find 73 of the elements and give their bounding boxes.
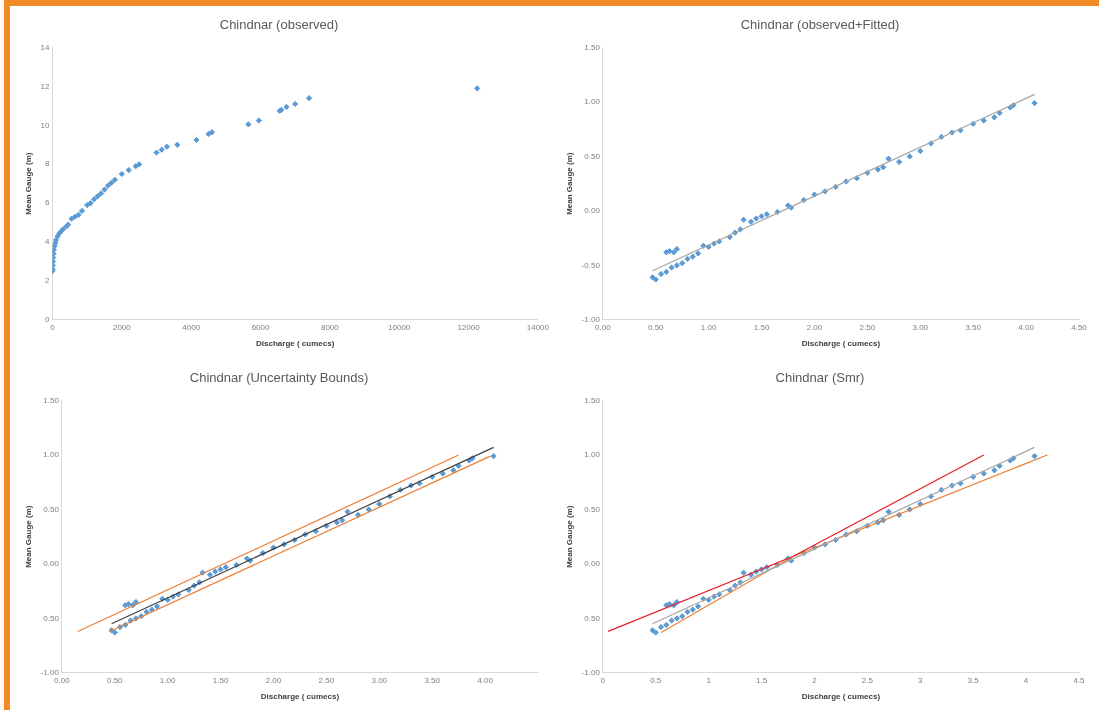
x-tick-label: 1.00: [700, 322, 717, 332]
y-tick-label: 1.50: [43, 395, 60, 405]
x-tick-label: 8000: [320, 322, 340, 332]
x-tick-label: 4.5: [1073, 675, 1086, 685]
chart-title: Chindnar (Uncertainty Bounds): [189, 370, 369, 386]
y-tick-label: 0.50: [43, 504, 60, 514]
y-tick-label: 0.50: [584, 613, 601, 623]
x-tick-label: 6000: [251, 322, 270, 332]
y-tick-label: 1.50: [584, 42, 601, 52]
x-tick-label: 4.00: [1018, 322, 1035, 332]
x-tick-label: 1.00: [159, 675, 176, 685]
x-tick-label: 2.00: [265, 675, 282, 685]
y-tick-label: 6: [45, 198, 51, 208]
y-tick-label: 0.00: [584, 559, 601, 569]
x-tick-label: 3: [918, 675, 924, 685]
x-tick-label: 4: [1023, 675, 1029, 685]
x-axis-title: Discharge ( cumecs): [260, 692, 340, 702]
y-axis-title: Mean Gauge (m): [24, 505, 33, 568]
y-tick-label: 10: [40, 120, 51, 130]
chart-title: Chindnar (observed+Fitted): [740, 17, 900, 33]
x-tick-label: 0.00: [595, 322, 612, 332]
y-tick-label: 2: [45, 276, 51, 286]
x-tick-label: 2.50: [859, 322, 876, 332]
x-tick-label: 2.00: [806, 322, 823, 332]
y-tick-label: 12: [40, 81, 51, 91]
x-tick-label: 1.5: [755, 675, 768, 685]
y-tick-label: 1.00: [43, 450, 60, 460]
y-tick-label: 1.50: [584, 395, 601, 405]
x-tick-label: 4.50: [1071, 322, 1088, 332]
x-tick-label: 1.50: [212, 675, 229, 685]
y-tick-label: -1.00: [581, 668, 601, 677]
y-axis-title: Mean Gauge (m): [565, 152, 574, 215]
x-tick-label: 1: [706, 675, 712, 685]
x-tick-label: 4000: [182, 322, 201, 332]
y-tick-label: 1.00: [584, 450, 601, 460]
x-tick-label: 3.00: [371, 675, 388, 685]
x-axis-title: Discharge ( cumecs): [801, 339, 881, 349]
y-tick-label: -1.00: [40, 668, 60, 677]
x-tick-label: 3.50: [424, 675, 441, 685]
x-tick-label: 2: [812, 675, 818, 685]
x-axis-title: Discharge ( cumecs): [801, 692, 881, 702]
y-tick-label: 0: [45, 315, 51, 324]
y-tick-label: 0.00: [584, 206, 601, 216]
y-tick-label: 0.00: [43, 559, 60, 569]
y-tick-label: 0.50: [43, 613, 60, 623]
x-tick-label: 2000: [112, 322, 132, 332]
x-tick-label: 2.50: [318, 675, 335, 685]
x-tick-label: 4.00: [477, 675, 494, 685]
x-axis-title: Discharge ( cumecs): [256, 339, 335, 349]
y-tick-label: 0.50: [584, 504, 601, 514]
x-tick-label: 1.50: [753, 322, 770, 332]
y-tick-label: 14: [40, 42, 51, 52]
chart-title: Chindnar (Smr): [775, 370, 865, 386]
y-tick-label: 4: [45, 237, 51, 247]
y-tick-label: 1.00: [584, 97, 601, 107]
x-tick-label: 14000: [526, 322, 550, 332]
x-tick-label: 3.5: [967, 675, 980, 685]
y-axis-title: Mean Gauge (m): [565, 505, 574, 568]
x-tick-label: 0.50: [647, 322, 665, 332]
y-axis-title: Mean Gauge (m): [24, 152, 33, 215]
x-tick-label: 0.5: [650, 675, 662, 685]
x-tick-label: 0.00: [54, 675, 71, 685]
x-tick-label: 0.50: [106, 675, 124, 685]
x-tick-label: 3.00: [912, 322, 929, 332]
chart-title: Chindnar (observed): [219, 17, 339, 33]
y-tick-label: 8: [45, 159, 51, 169]
y-tick-label: -1.00: [581, 315, 601, 324]
x-tick-label: 10000: [388, 322, 411, 332]
x-tick-label: 12000: [457, 322, 481, 332]
x-tick-label: 2.5: [861, 675, 874, 685]
x-tick-label: 3.50: [965, 322, 982, 332]
y-tick-label: -0.50: [581, 260, 601, 270]
y-tick-label: 0.50: [584, 151, 601, 161]
